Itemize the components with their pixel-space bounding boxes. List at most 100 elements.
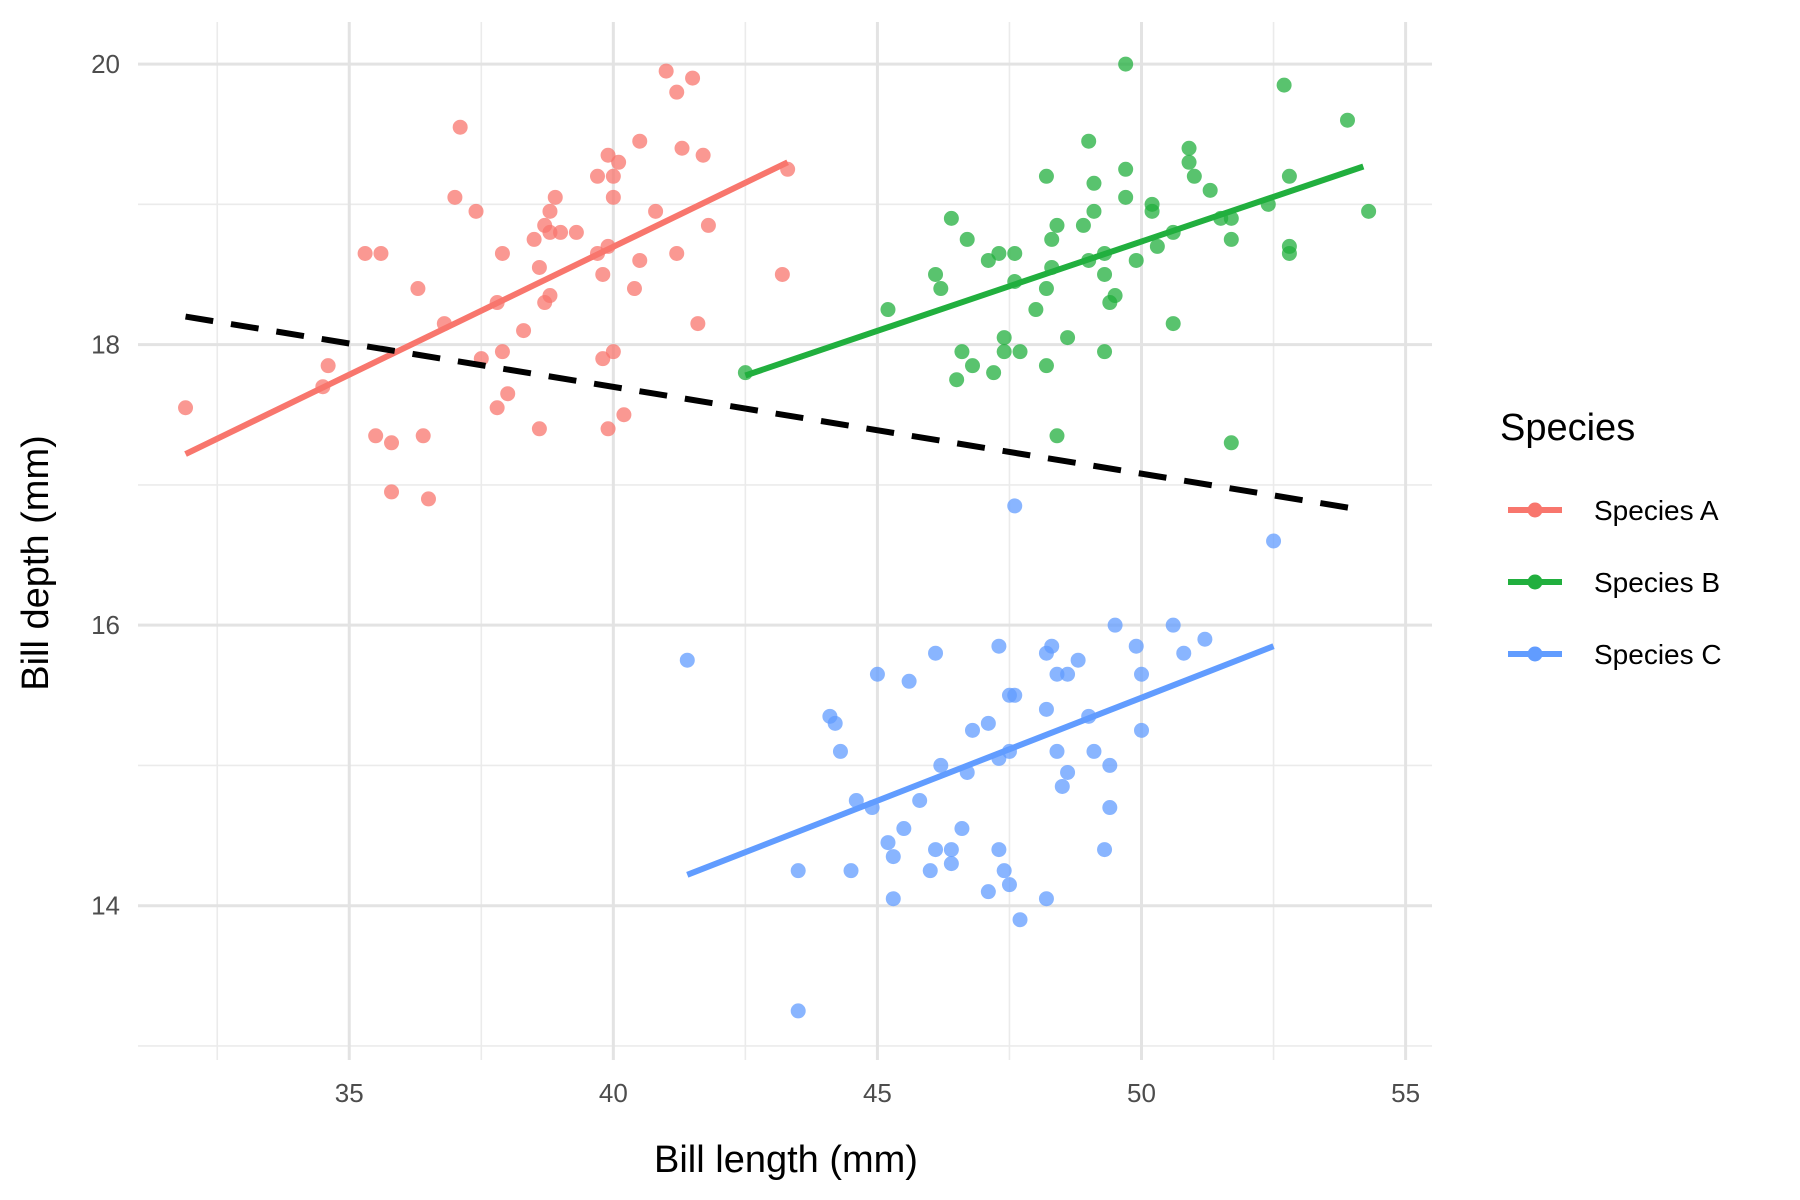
data-point xyxy=(1097,344,1113,360)
data-point xyxy=(1134,722,1150,738)
tick-labels: 35 40 45 50 55 14 16 18 20 xyxy=(91,49,1420,1108)
x-axis-title: Bill length (mm) xyxy=(654,1139,918,1181)
data-point xyxy=(869,666,885,682)
data-point xyxy=(1012,912,1028,928)
data-point xyxy=(1097,266,1113,282)
data-point xyxy=(790,863,806,879)
data-point xyxy=(500,386,516,402)
data-point xyxy=(1007,687,1023,703)
data-point xyxy=(452,119,468,135)
data-point xyxy=(690,316,706,332)
legend-key-point xyxy=(1527,502,1543,518)
legend-key xyxy=(1508,646,1562,662)
data-point xyxy=(1038,168,1054,184)
data-point xyxy=(1202,182,1218,198)
data-point xyxy=(1181,140,1197,156)
data-point xyxy=(542,288,558,304)
data-point xyxy=(568,224,584,240)
data-point xyxy=(1049,428,1065,444)
data-point xyxy=(669,84,685,100)
overall-fit-line xyxy=(185,313,1364,514)
data-point xyxy=(1044,638,1060,654)
data-point xyxy=(1001,877,1017,893)
data-point xyxy=(943,856,959,872)
data-point xyxy=(1049,666,1065,682)
data-point xyxy=(928,842,944,858)
data-point xyxy=(695,147,711,163)
data-point xyxy=(648,203,664,219)
data-point xyxy=(542,224,558,240)
data-point xyxy=(542,203,558,219)
data-point xyxy=(964,722,980,738)
x-tick-label: 40 xyxy=(599,1078,628,1108)
data-point xyxy=(896,821,912,837)
data-point xyxy=(880,835,896,851)
data-points xyxy=(178,56,1377,1019)
data-point xyxy=(996,330,1012,346)
data-point xyxy=(320,358,336,374)
data-point xyxy=(954,344,970,360)
data-point xyxy=(1102,800,1118,816)
data-point xyxy=(1070,652,1086,668)
data-point xyxy=(658,63,674,79)
x-tick-label: 55 xyxy=(1391,1078,1420,1108)
data-point xyxy=(605,344,621,360)
data-point xyxy=(928,266,944,282)
data-point xyxy=(611,154,627,170)
data-point xyxy=(774,266,790,282)
data-point xyxy=(685,70,701,86)
data-point xyxy=(885,891,901,907)
data-point xyxy=(1038,358,1054,374)
data-point xyxy=(1276,77,1292,93)
data-point xyxy=(368,428,384,444)
data-point xyxy=(447,189,463,205)
data-point xyxy=(468,203,484,219)
data-point xyxy=(1060,764,1076,780)
y-tick-label: 16 xyxy=(91,610,120,640)
data-point xyxy=(996,344,1012,360)
data-point xyxy=(1086,203,1102,219)
data-point xyxy=(357,245,373,261)
data-point xyxy=(595,351,611,367)
data-point xyxy=(1165,617,1181,633)
data-point xyxy=(595,266,611,282)
data-point xyxy=(384,484,400,500)
legend: Species Species A Species B Species C xyxy=(1500,407,1722,670)
data-point xyxy=(600,147,616,163)
legend-label: Species A xyxy=(1594,495,1719,526)
data-point xyxy=(415,428,431,444)
data-point xyxy=(933,757,949,773)
data-point xyxy=(547,189,563,205)
data-point xyxy=(632,252,648,268)
x-tick-label: 45 xyxy=(863,1078,892,1108)
data-point xyxy=(1007,498,1023,514)
data-point xyxy=(669,245,685,261)
data-point xyxy=(980,884,996,900)
data-point xyxy=(494,344,510,360)
data-point xyxy=(843,863,859,879)
data-point xyxy=(980,715,996,731)
data-point xyxy=(632,133,648,149)
data-point xyxy=(827,715,843,731)
data-point xyxy=(964,358,980,374)
legend-items: Species A Species B Species C xyxy=(1508,495,1722,670)
legend-label: Species B xyxy=(1594,567,1720,598)
fit-lines xyxy=(184,159,1365,878)
data-point xyxy=(943,210,959,226)
data-point xyxy=(373,245,389,261)
data-point xyxy=(1086,175,1102,191)
data-point xyxy=(790,1003,806,1019)
data-point xyxy=(1165,316,1181,332)
legend-key xyxy=(1508,574,1562,590)
data-point xyxy=(1049,217,1065,233)
data-point xyxy=(943,842,959,858)
data-point xyxy=(410,281,426,297)
data-point xyxy=(1197,631,1213,647)
data-point xyxy=(1028,302,1044,318)
data-point xyxy=(986,365,1002,381)
data-point xyxy=(1038,701,1054,717)
y-tick-label: 20 xyxy=(91,49,120,79)
data-point xyxy=(933,281,949,297)
data-point xyxy=(1339,112,1355,128)
